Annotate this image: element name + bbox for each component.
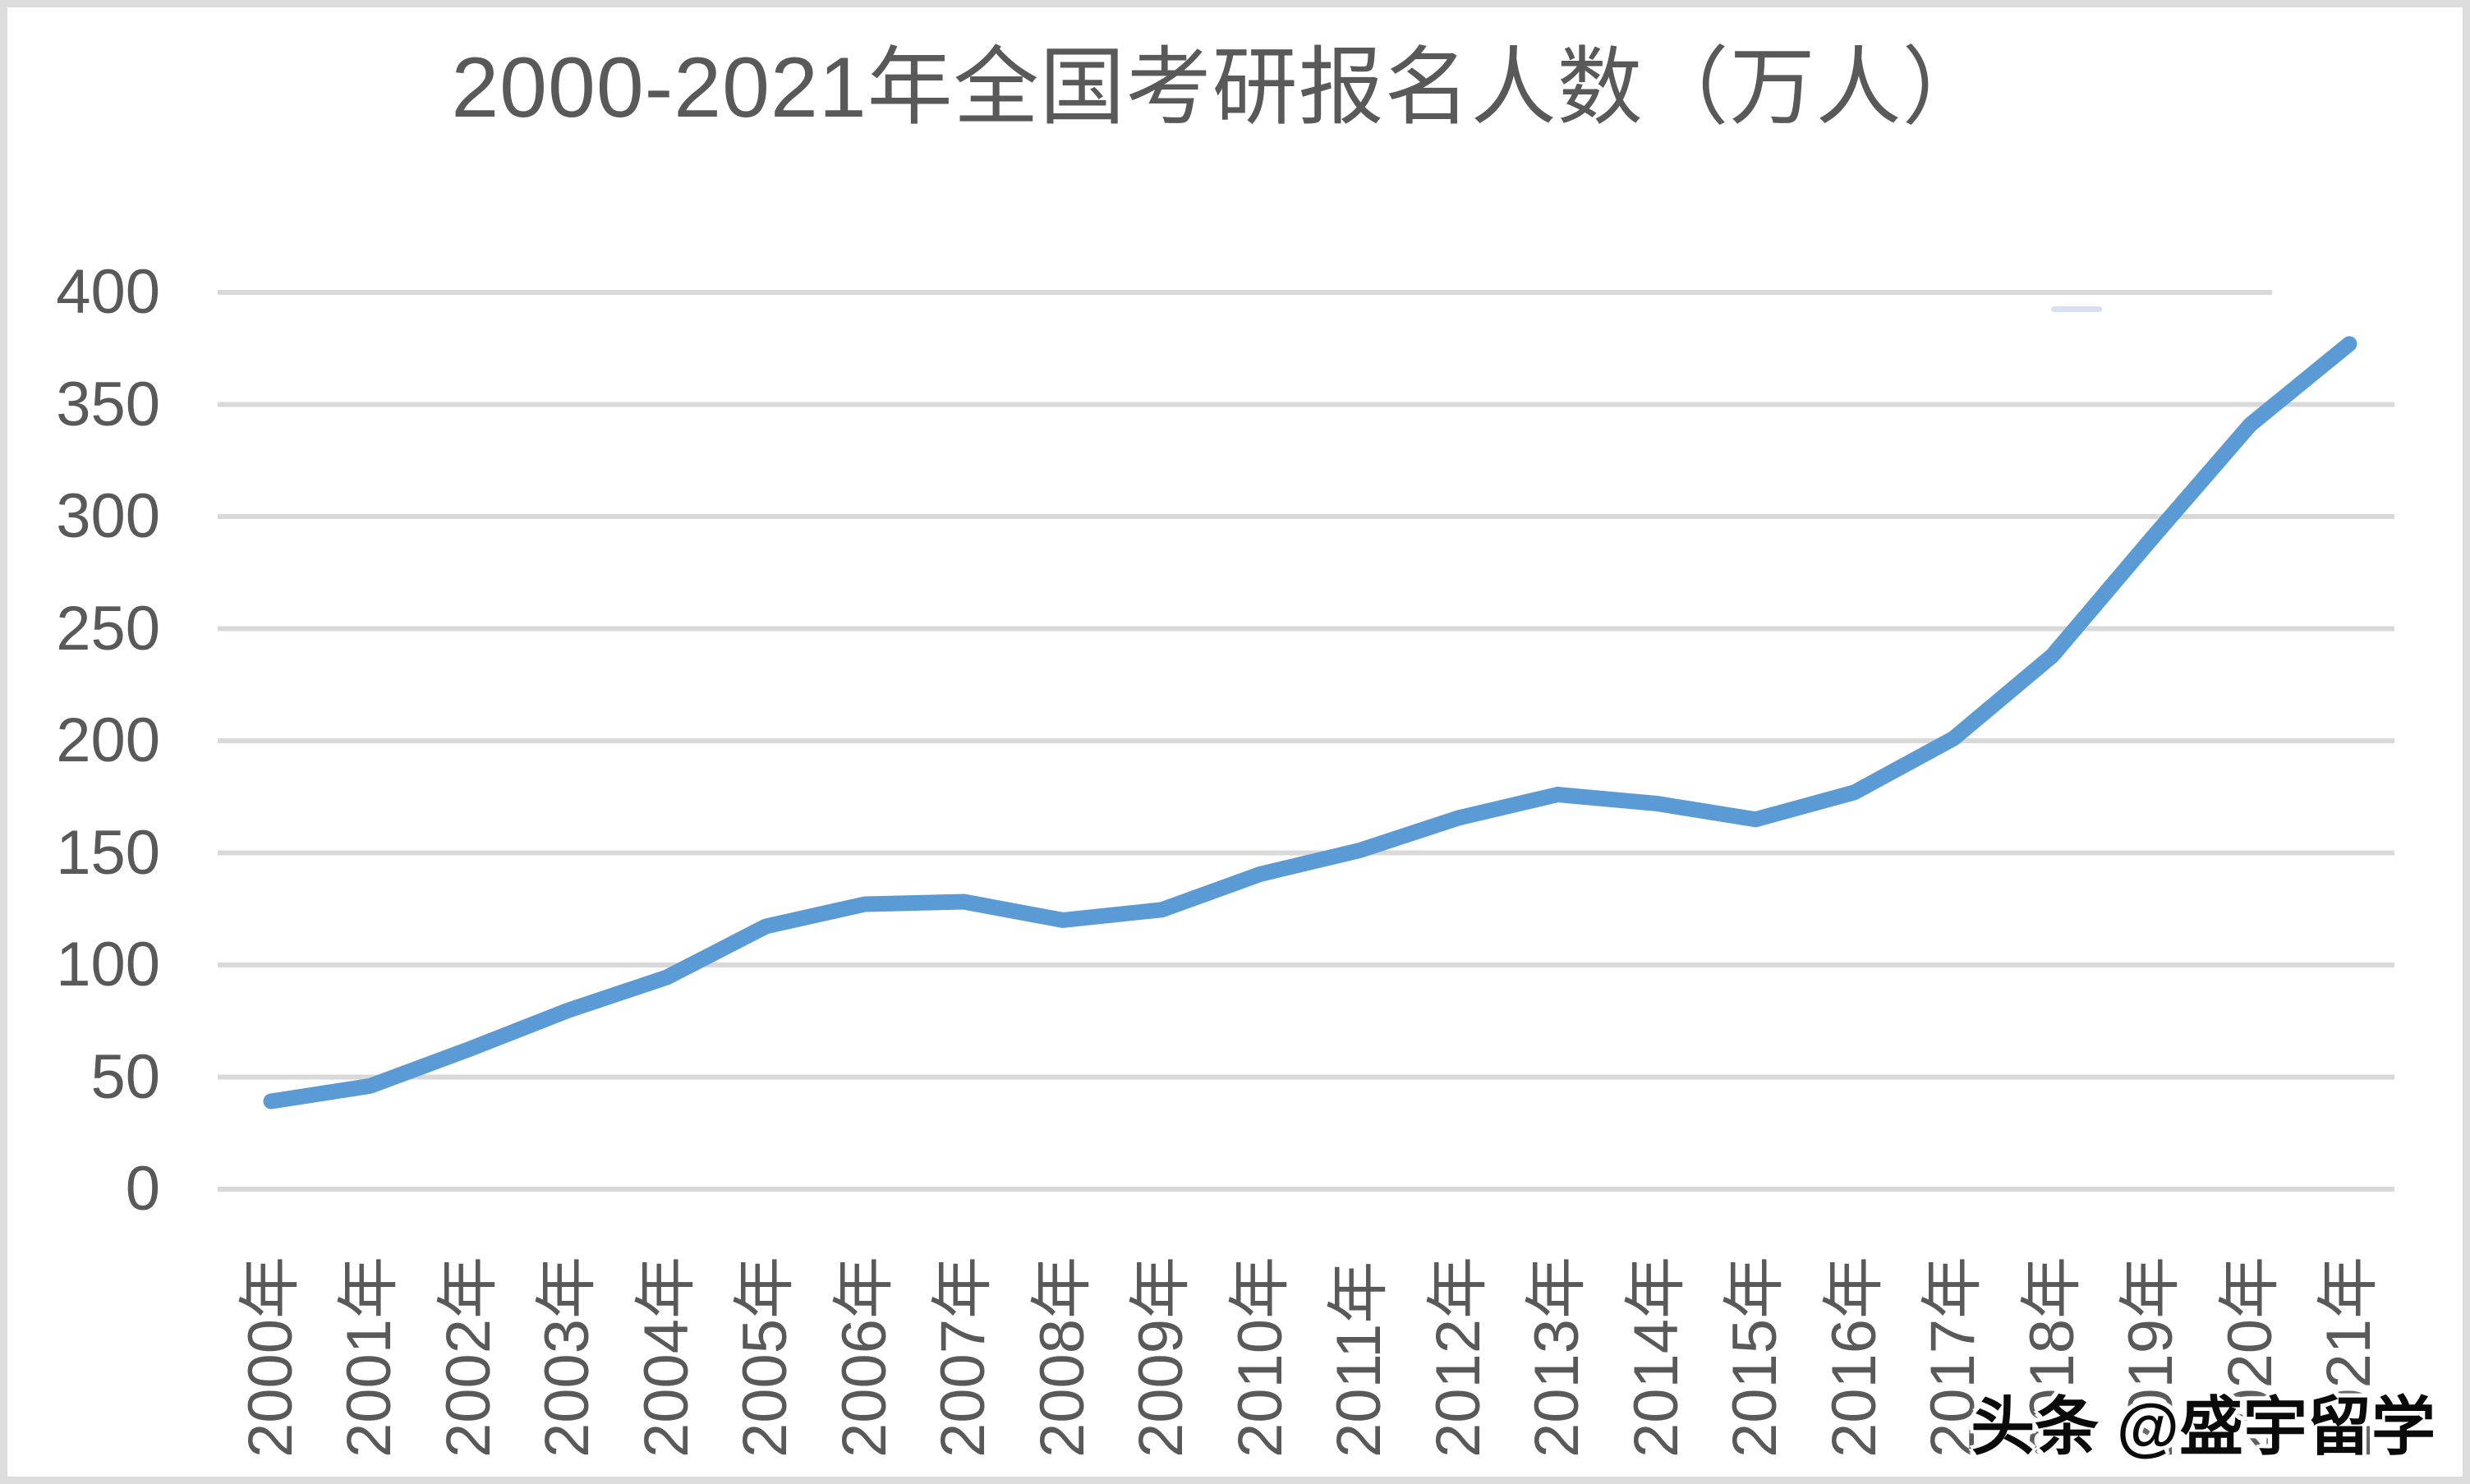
x-tick-label-2004: 2004年 bbox=[631, 1256, 701, 1458]
y-tick-label-350: 350 bbox=[56, 369, 160, 439]
y-tick-label-100: 100 bbox=[56, 930, 160, 999]
x-tick-label-2007: 2007年 bbox=[928, 1256, 999, 1458]
watermark-text: 头条 @盛宇留学 bbox=[1971, 1390, 2436, 1463]
x-tick-label-2001: 2001年 bbox=[334, 1256, 405, 1458]
chart-title: 2000-2021年全国考研报名人数（万人） bbox=[451, 40, 1989, 136]
x-tick-label-2012: 2012年 bbox=[1423, 1256, 1493, 1458]
erased-watermark-artifact bbox=[2051, 306, 2102, 312]
x-tick-label-2003: 2003年 bbox=[532, 1256, 603, 1458]
x-tick-label-2009: 2009年 bbox=[1126, 1256, 1197, 1458]
x-tick-label-2002: 2002年 bbox=[433, 1256, 504, 1458]
data-line-series bbox=[263, 336, 2357, 1110]
y-tick-label-300: 300 bbox=[56, 481, 160, 551]
x-tick-label-2013: 2013年 bbox=[1522, 1256, 1593, 1458]
x-tick-label-2008: 2008年 bbox=[1027, 1256, 1097, 1458]
y-tick-label-400: 400 bbox=[56, 257, 160, 327]
x-tick-label-2014: 2014年 bbox=[1621, 1256, 1691, 1458]
x-tick-label-2010: 2010年 bbox=[1225, 1256, 1295, 1458]
x-tick-label-2000: 2000年 bbox=[236, 1256, 306, 1458]
y-tick-label-150: 150 bbox=[56, 817, 160, 888]
x-tick-label-2006: 2006年 bbox=[829, 1256, 899, 1458]
y-tick-label-250: 250 bbox=[56, 593, 160, 664]
x-tick-label-2011: 2011年 bbox=[1324, 1261, 1395, 1458]
y-tick-label-0: 0 bbox=[125, 1154, 160, 1224]
y-tick-label-50: 50 bbox=[90, 1041, 160, 1112]
x-tick-label-2005: 2005年 bbox=[730, 1256, 801, 1458]
x-tick-label-2016: 2016年 bbox=[1819, 1256, 1889, 1458]
x-tick-label-2015: 2015年 bbox=[1720, 1256, 1791, 1458]
y-tick-label-200: 200 bbox=[56, 705, 160, 775]
